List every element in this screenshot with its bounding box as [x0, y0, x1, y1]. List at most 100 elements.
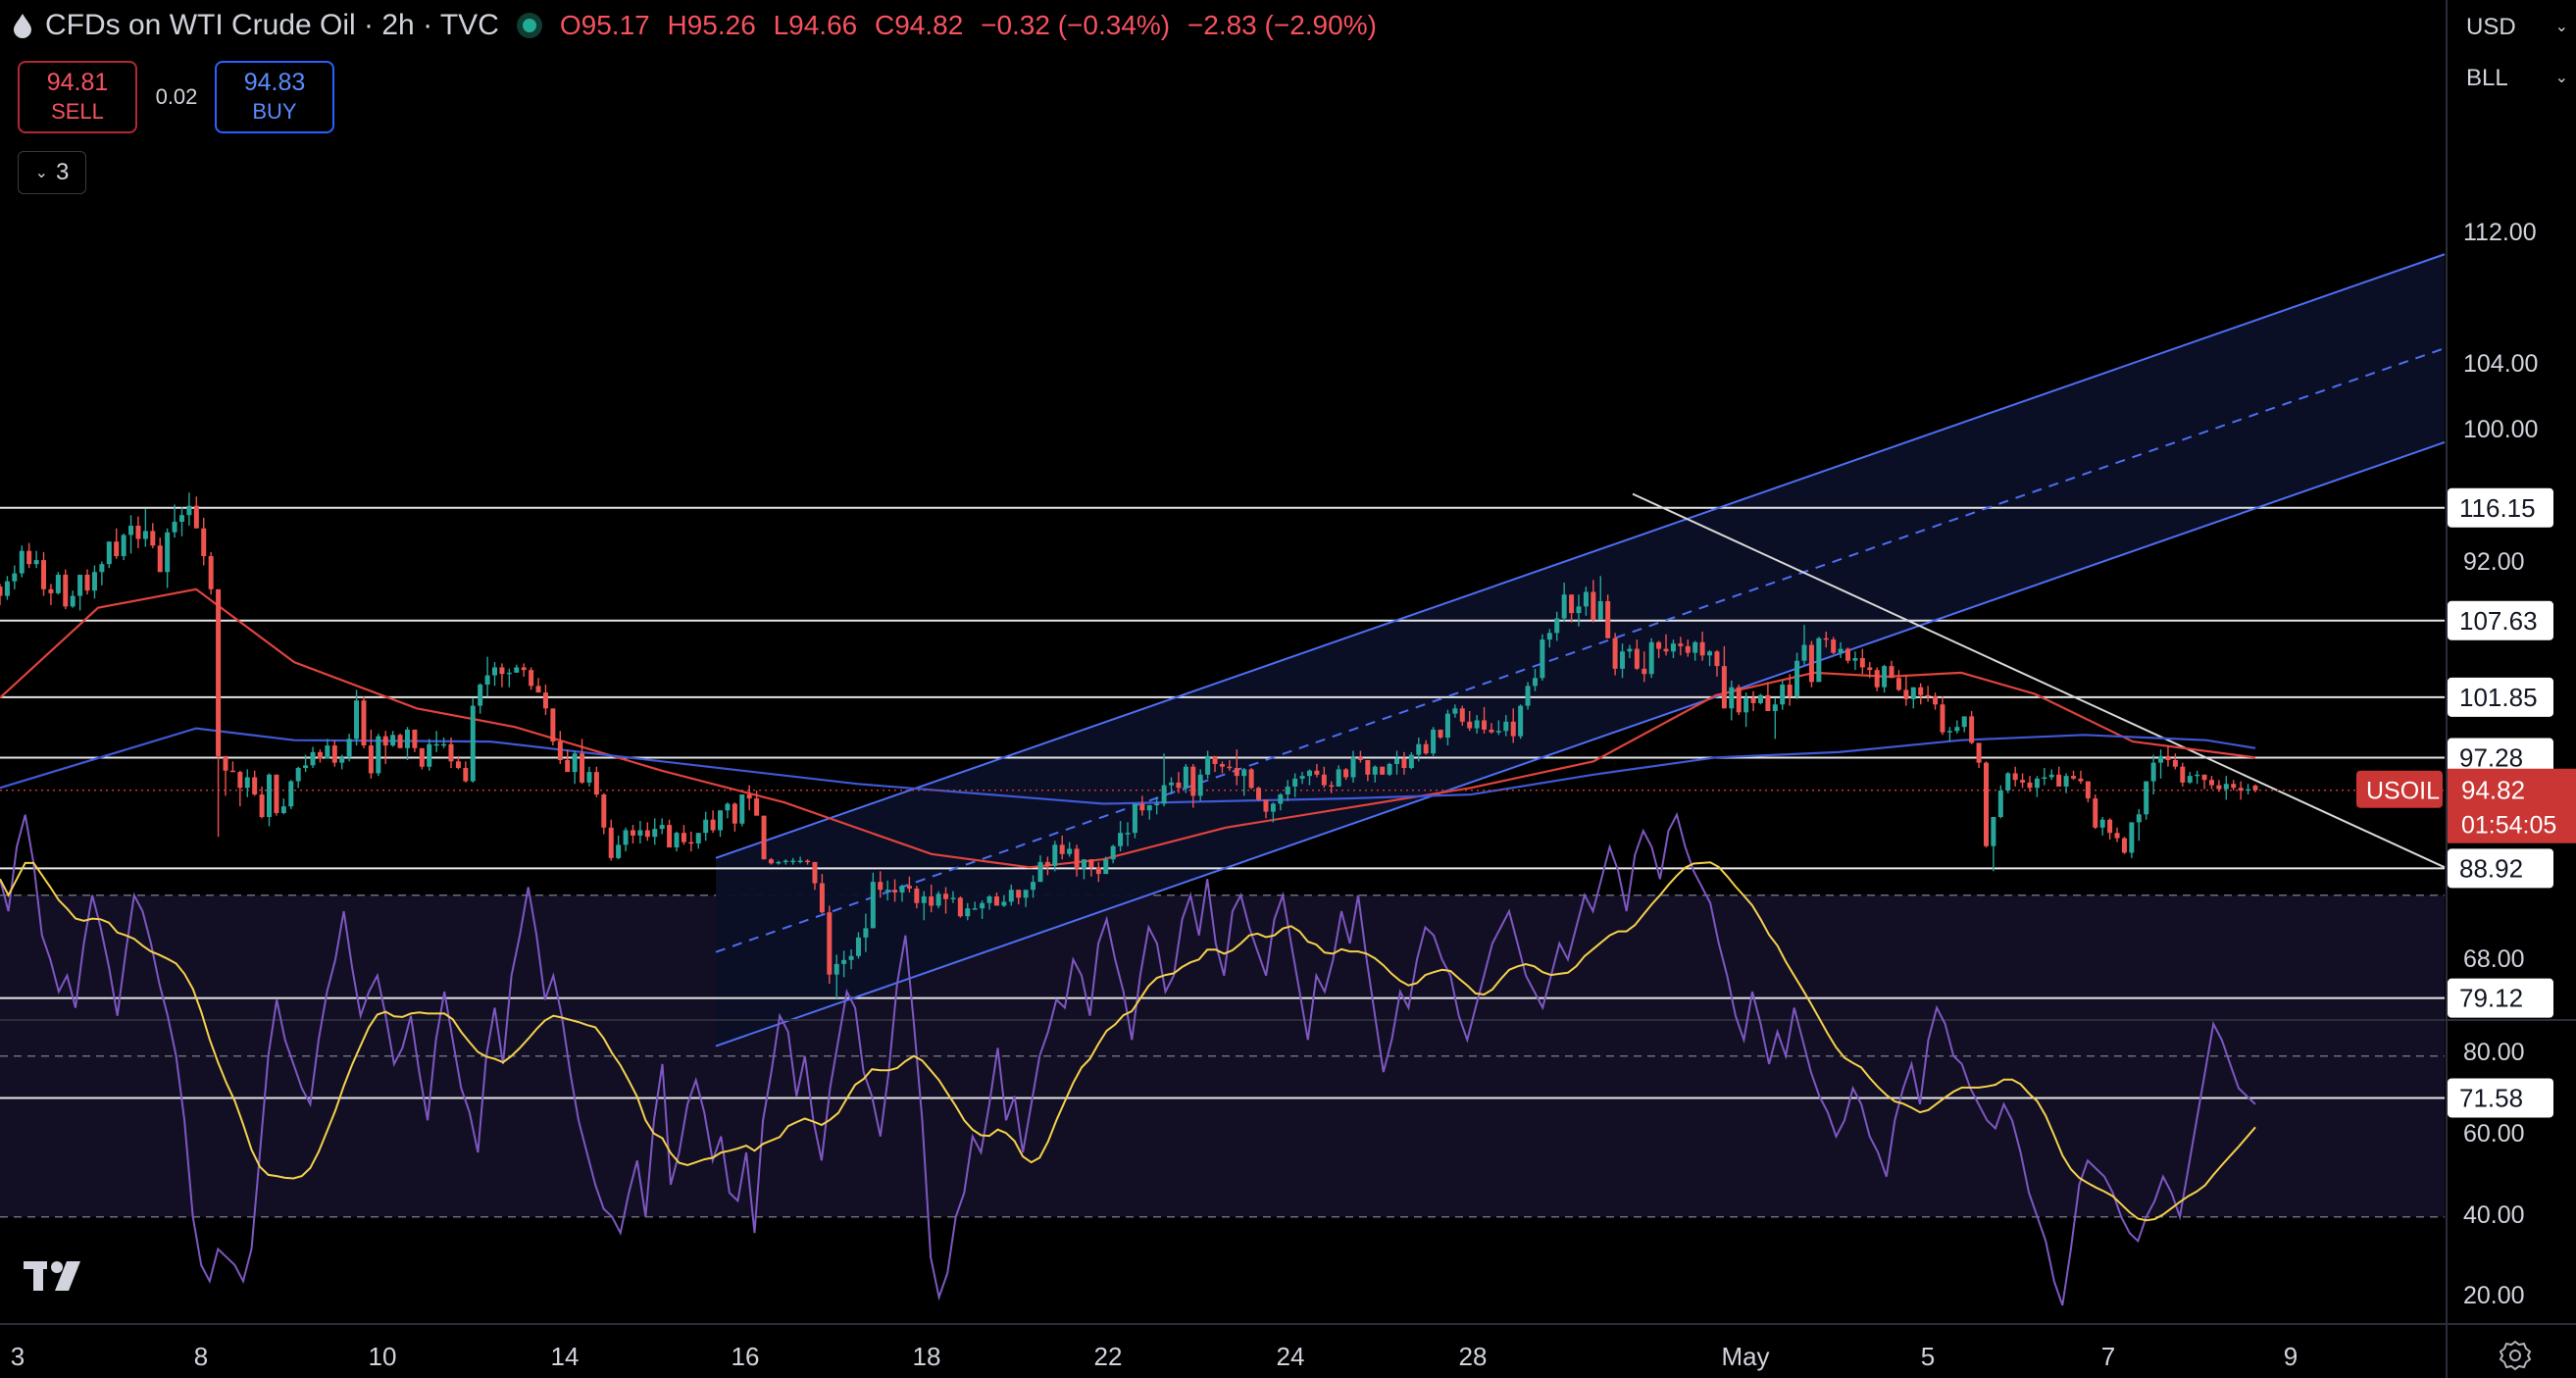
candle-body [2158, 755, 2164, 763]
candle-body [2216, 785, 2222, 790]
candle-body [1918, 687, 1924, 695]
time-tick-label: May [1721, 1342, 1769, 1371]
candle [4, 576, 10, 600]
candle [1343, 768, 1349, 781]
candle-body [797, 860, 803, 863]
candle-body [1642, 668, 1647, 675]
candle [623, 827, 629, 852]
candle [1001, 894, 1007, 907]
candle [718, 810, 724, 838]
candle-body [1823, 638, 1829, 640]
candle [1241, 768, 1247, 796]
moving-average-line-1 [0, 587, 2256, 869]
candle [1169, 777, 1175, 795]
candle [943, 887, 949, 914]
candle [1997, 785, 2003, 819]
candle [776, 860, 782, 865]
candle-body [1699, 641, 1705, 656]
candle [2136, 808, 2142, 842]
candle [878, 871, 884, 898]
time-tick-label: 3 [11, 1342, 25, 1371]
candle-body [2012, 773, 2018, 781]
candle-body [1067, 848, 1073, 854]
candle [1772, 697, 1778, 740]
oil-drop-icon [14, 14, 31, 38]
candle [1081, 859, 1086, 880]
market-status-icon[interactable] [516, 13, 542, 38]
candle [201, 517, 207, 566]
candle [1808, 640, 1814, 688]
candle [499, 663, 505, 688]
candle-body [1125, 833, 1131, 835]
candle [2216, 780, 2222, 792]
candle [906, 876, 912, 893]
candle-body [274, 774, 279, 813]
sell-button[interactable]: 94.81 SELL [18, 61, 137, 133]
tradingview-logo-icon[interactable] [24, 1257, 92, 1293]
candle [761, 815, 767, 860]
candle-body [1510, 721, 1516, 737]
candle [1037, 855, 1043, 883]
candle-body [819, 883, 825, 913]
candle-body [1757, 694, 1763, 703]
candle [484, 656, 490, 697]
unit-selector[interactable]: BLL ⌄ [2449, 59, 2576, 98]
symbol-title[interactable]: CFDs on WTI Crude Oil · 2h · TVC [45, 9, 499, 41]
high-value: H95.26 [667, 10, 756, 40]
candle [1569, 594, 1575, 623]
candle-body [557, 741, 563, 760]
indicators-toggle-button[interactable]: ⌄ 3 [18, 151, 86, 194]
candle [157, 537, 163, 573]
candle [433, 731, 439, 752]
spread-value: 0.02 [155, 84, 198, 109]
candle [2231, 780, 2237, 791]
candle [317, 749, 323, 763]
buy-button[interactable]: 94.83 BUY [215, 61, 334, 133]
candle-body [1118, 833, 1124, 846]
candle-body [419, 747, 425, 767]
candle-body [506, 672, 512, 675]
candle-body [70, 595, 76, 607]
candle [892, 879, 898, 902]
candle-body [1408, 754, 1414, 769]
candle-body [929, 896, 934, 906]
candle [1583, 587, 1589, 616]
candle-body [1503, 721, 1509, 732]
candle-body [1001, 901, 1007, 906]
candle-body [244, 777, 250, 789]
candle [2114, 827, 2120, 842]
candle [1823, 632, 1829, 648]
candle [506, 668, 512, 688]
candle [397, 733, 403, 748]
candle-body [1685, 645, 1691, 653]
candle [2027, 776, 2033, 792]
candle-body [644, 830, 650, 838]
candle [797, 856, 803, 864]
settings-gear-icon[interactable] [2499, 1339, 2532, 1372]
candle [77, 574, 83, 611]
candle [1532, 668, 1538, 691]
candle [1874, 667, 1880, 691]
candle [1699, 632, 1705, 661]
candle-body [1227, 766, 1233, 769]
change-extra-value: −2.83 (−2.90%) [1187, 10, 1377, 40]
candle-body [208, 556, 214, 589]
candle-body [2107, 819, 2113, 834]
candle-body [2034, 778, 2040, 789]
candle [2144, 781, 2149, 820]
candle-body [2144, 781, 2149, 815]
candle-body [1954, 727, 1960, 732]
candle-body [1743, 697, 1749, 713]
candle [841, 950, 847, 978]
candle [2201, 774, 2207, 790]
candle-body [695, 833, 701, 843]
candle-body [4, 581, 10, 596]
candle-body [1336, 769, 1341, 787]
currency-selector[interactable]: USD ⌄ [2449, 8, 2576, 47]
candle [1044, 856, 1050, 876]
candle [310, 746, 316, 769]
candle-body [1678, 643, 1684, 646]
candle [1685, 639, 1691, 657]
